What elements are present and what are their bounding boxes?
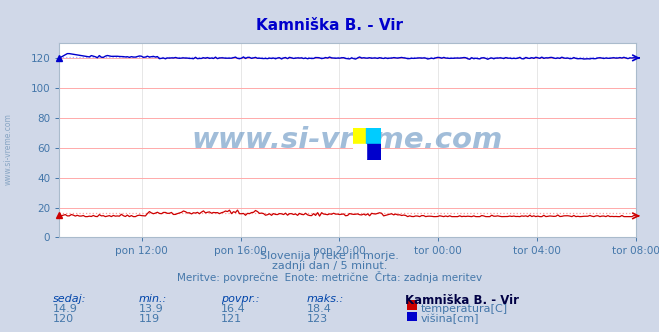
Text: 13.9: 13.9 xyxy=(138,304,163,314)
Text: 119: 119 xyxy=(138,314,159,324)
Text: min.:: min.: xyxy=(138,294,167,304)
Text: 120: 120 xyxy=(53,314,74,324)
Text: 121: 121 xyxy=(221,314,242,324)
Text: www.si-vreme.com: www.si-vreme.com xyxy=(3,114,13,185)
Text: 16.4: 16.4 xyxy=(221,304,246,314)
Text: višina[cm]: višina[cm] xyxy=(420,314,479,324)
Text: Kamniška B. - Vir: Kamniška B. - Vir xyxy=(405,294,519,307)
Text: sedaj:: sedaj: xyxy=(53,294,86,304)
Text: 14.9: 14.9 xyxy=(53,304,78,314)
Text: 123: 123 xyxy=(306,314,328,324)
Text: Kamniška B. - Vir: Kamniška B. - Vir xyxy=(256,18,403,33)
Text: www.si-vreme.com: www.si-vreme.com xyxy=(192,126,503,154)
Text: maks.:: maks.: xyxy=(306,294,344,304)
Text: Slovenija / reke in morje.: Slovenija / reke in morje. xyxy=(260,251,399,261)
Text: povpr.:: povpr.: xyxy=(221,294,259,304)
Text: temperatura[C]: temperatura[C] xyxy=(420,304,507,314)
Text: 18.4: 18.4 xyxy=(306,304,331,314)
Text: zadnji dan / 5 minut.: zadnji dan / 5 minut. xyxy=(272,261,387,271)
Text: Meritve: povprečne  Enote: metrične  Črta: zadnja meritev: Meritve: povprečne Enote: metrične Črta:… xyxy=(177,271,482,283)
